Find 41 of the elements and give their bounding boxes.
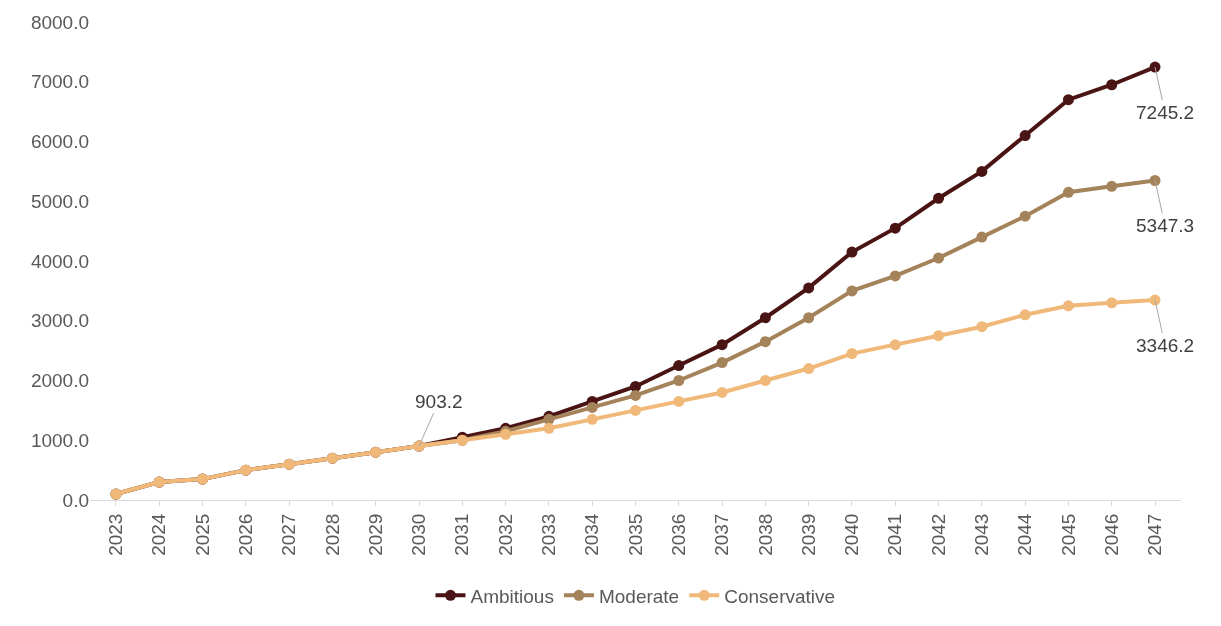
legend-label: Conservative [724, 585, 836, 607]
y-tick-label: 7000.0 [30, 71, 89, 93]
x-tick-label: 2037 [711, 513, 733, 556]
y-tick-label: 3000.0 [30, 310, 89, 332]
x-tick-label: 2038 [754, 513, 776, 556]
data-label: 903.2 [415, 391, 463, 412]
y-tick-label: 0.0 [62, 489, 89, 511]
x-tick-label: 2025 [191, 513, 213, 556]
x-tick-label: 2027 [278, 513, 300, 556]
x-tick-label: 2044 [1014, 513, 1036, 556]
y-tick-label: 1000.0 [30, 429, 89, 451]
data-label: 7245.2 [1136, 102, 1195, 123]
x-tick-label: 2024 [148, 513, 170, 556]
data-label: 5347.3 [1136, 215, 1195, 236]
x-tick-label: 2030 [408, 513, 430, 556]
x-tick-label: 2032 [494, 513, 516, 556]
y-tick-label: 6000.0 [30, 131, 89, 153]
x-tick-label: 2043 [971, 513, 993, 556]
y-tick-label: 2000.0 [30, 370, 89, 392]
x-tick-label: 2046 [1100, 513, 1122, 556]
y-tick-label: 5000.0 [30, 190, 89, 212]
x-tick-label: 2045 [1057, 513, 1079, 556]
x-tick-label: 2023 [105, 513, 127, 556]
x-tick-label: 2028 [321, 513, 343, 556]
x-tick-label: 2033 [538, 513, 560, 556]
x-tick-label: 2029 [364, 513, 386, 556]
x-tick-label: 2026 [235, 513, 257, 556]
x-tick-label: 2035 [624, 513, 646, 556]
x-tick-label: 2034 [581, 513, 603, 556]
y-tick-label: 4000.0 [30, 250, 89, 272]
data-label: 3346.2 [1136, 335, 1195, 356]
legend-label: Ambitious [470, 585, 554, 607]
legend-label: Moderate [598, 585, 680, 607]
x-tick-label: 2041 [884, 513, 906, 556]
x-tick-label: 2047 [1144, 513, 1166, 556]
y-tick-label: 8000.0 [30, 11, 89, 33]
x-tick-label: 2040 [841, 513, 863, 556]
x-tick-label: 2042 [927, 513, 949, 556]
x-tick-label: 2036 [667, 513, 689, 556]
x-tick-label: 2031 [451, 513, 473, 556]
x-tick-label: 2039 [797, 513, 819, 556]
